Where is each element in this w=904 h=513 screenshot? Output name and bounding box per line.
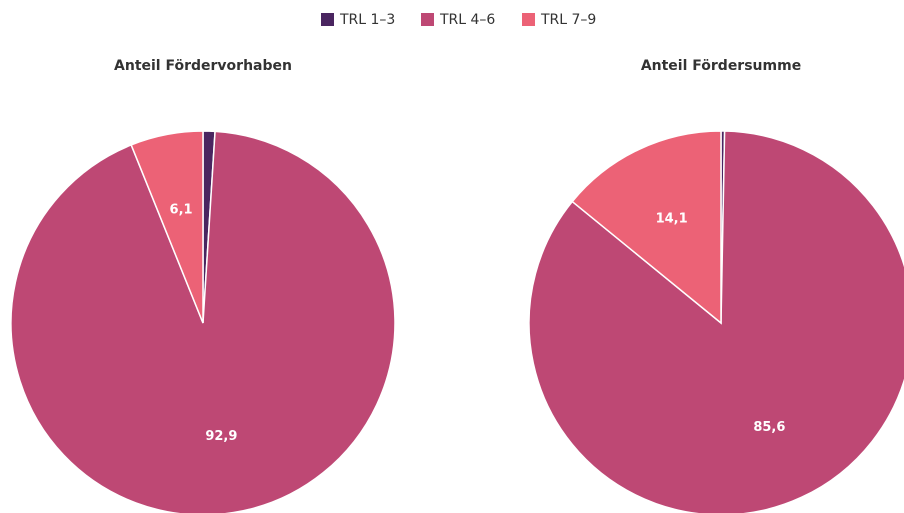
data-label: 85,6 — [753, 420, 785, 435]
pie-slice — [130, 130, 204, 324]
data-label: 92,9 — [205, 429, 237, 444]
chart-title: Anteil Fördervorhaben — [114, 58, 292, 74]
legend-label: TRL 4–6 — [439, 12, 495, 28]
pie-slice — [528, 130, 904, 513]
data-label: 6,1 — [170, 202, 193, 217]
data-label: 14,1 — [656, 211, 688, 226]
pie-slice — [571, 130, 722, 325]
legend-swatch — [522, 13, 535, 26]
legend-swatch — [421, 13, 434, 26]
legend-label: TRL 1–3 — [339, 12, 395, 28]
legend-label: TRL 7–9 — [540, 12, 596, 28]
chart-title: Anteil Fördersumme — [641, 58, 801, 74]
legend-swatch — [321, 13, 334, 26]
